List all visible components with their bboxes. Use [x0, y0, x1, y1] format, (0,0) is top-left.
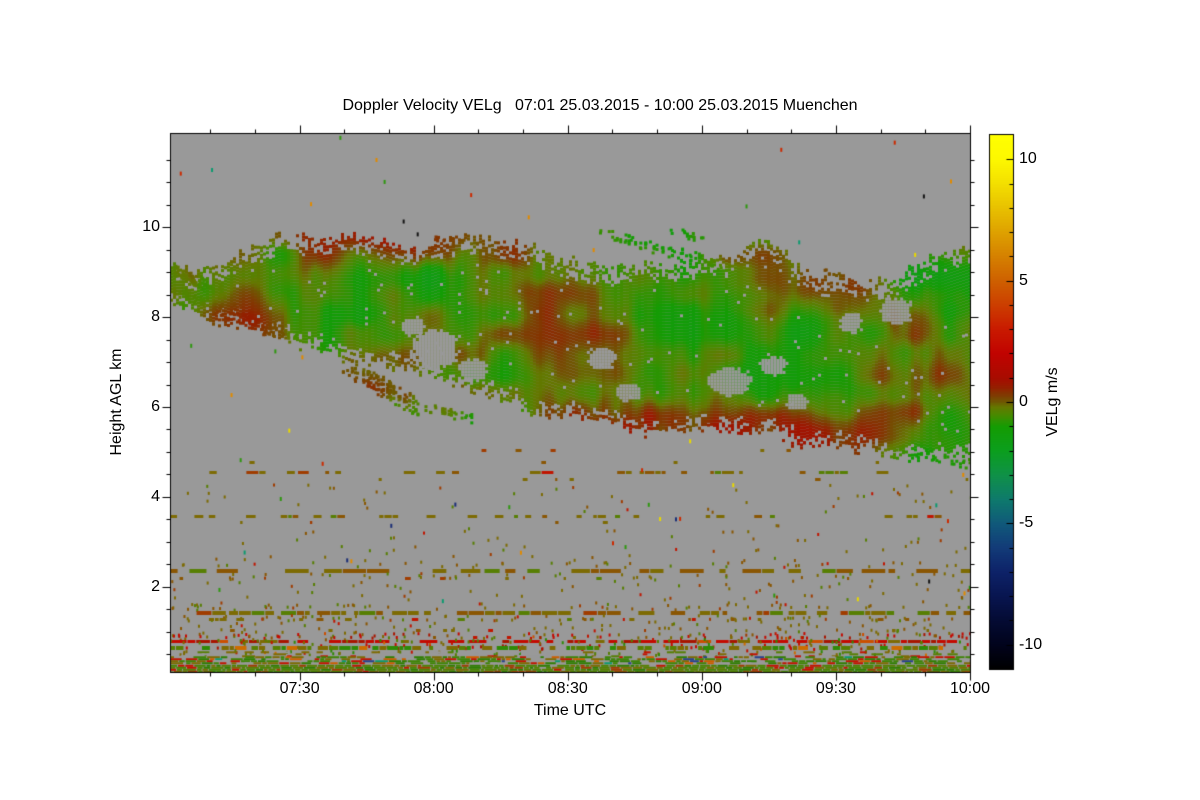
- y-tick-label: 2: [151, 577, 160, 595]
- x-tick-label: 08:30: [547, 680, 588, 697]
- colorbar-tick-label: -10: [1019, 635, 1043, 653]
- y-tick-label: 6: [151, 397, 160, 415]
- x-tick-label: 10:00: [949, 680, 991, 697]
- x-tick-label: 09:30: [815, 680, 856, 697]
- y-tick-label: 8: [151, 308, 160, 326]
- x-tick-label: 07:30: [279, 680, 320, 697]
- y-tick-label: 4: [151, 487, 160, 505]
- chart-title: Doppler Velocity VELg 07:01 25.03.2015 -…: [342, 97, 858, 114]
- colorbar-tick-label: -5: [1019, 514, 1034, 532]
- y-tick-label: 10: [142, 218, 160, 236]
- colorbar-tick-label: 0: [1019, 393, 1028, 410]
- x-tick-label: 09:00: [681, 680, 722, 697]
- colorbar-tick-label: 5: [1019, 271, 1028, 289]
- colorbar-tick-label: 10: [1019, 150, 1037, 168]
- x-tick-label: 08:00: [413, 680, 454, 697]
- x-axis-label: Time UTC: [533, 702, 607, 719]
